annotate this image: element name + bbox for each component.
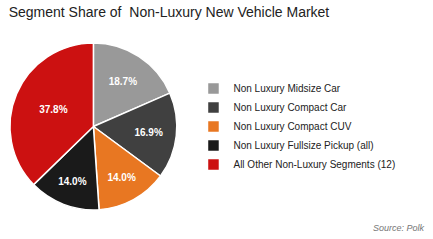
svg-text:Non Luxury Fullsize Pickup (al: Non Luxury Fullsize Pickup (all) <box>233 140 373 151</box>
svg-text:14.0%: 14.0% <box>107 172 135 183</box>
svg-text:All Other Non-Luxury Segments: All Other Non-Luxury Segments (12) <box>233 159 395 170</box>
svg-text:Non Luxury Midsize Car: Non Luxury Midsize Car <box>233 83 340 94</box>
svg-text:37.8%: 37.8% <box>39 104 67 115</box>
svg-text:Source: Polk: Source: Polk <box>373 223 425 233</box>
svg-text:Segment Share of Non-Luxury N: Segment Share of Non-Luxury New Vehicle … <box>9 4 330 20</box>
svg-text:18.7%: 18.7% <box>109 76 137 87</box>
svg-text:16.9%: 16.9% <box>134 127 162 138</box>
svg-text:Non Luxury Compact Car: Non Luxury Compact Car <box>233 102 346 113</box>
svg-text:14.0%: 14.0% <box>58 176 86 187</box>
svg-text:Non Luxury Compact CUV: Non Luxury Compact CUV <box>233 121 351 132</box>
